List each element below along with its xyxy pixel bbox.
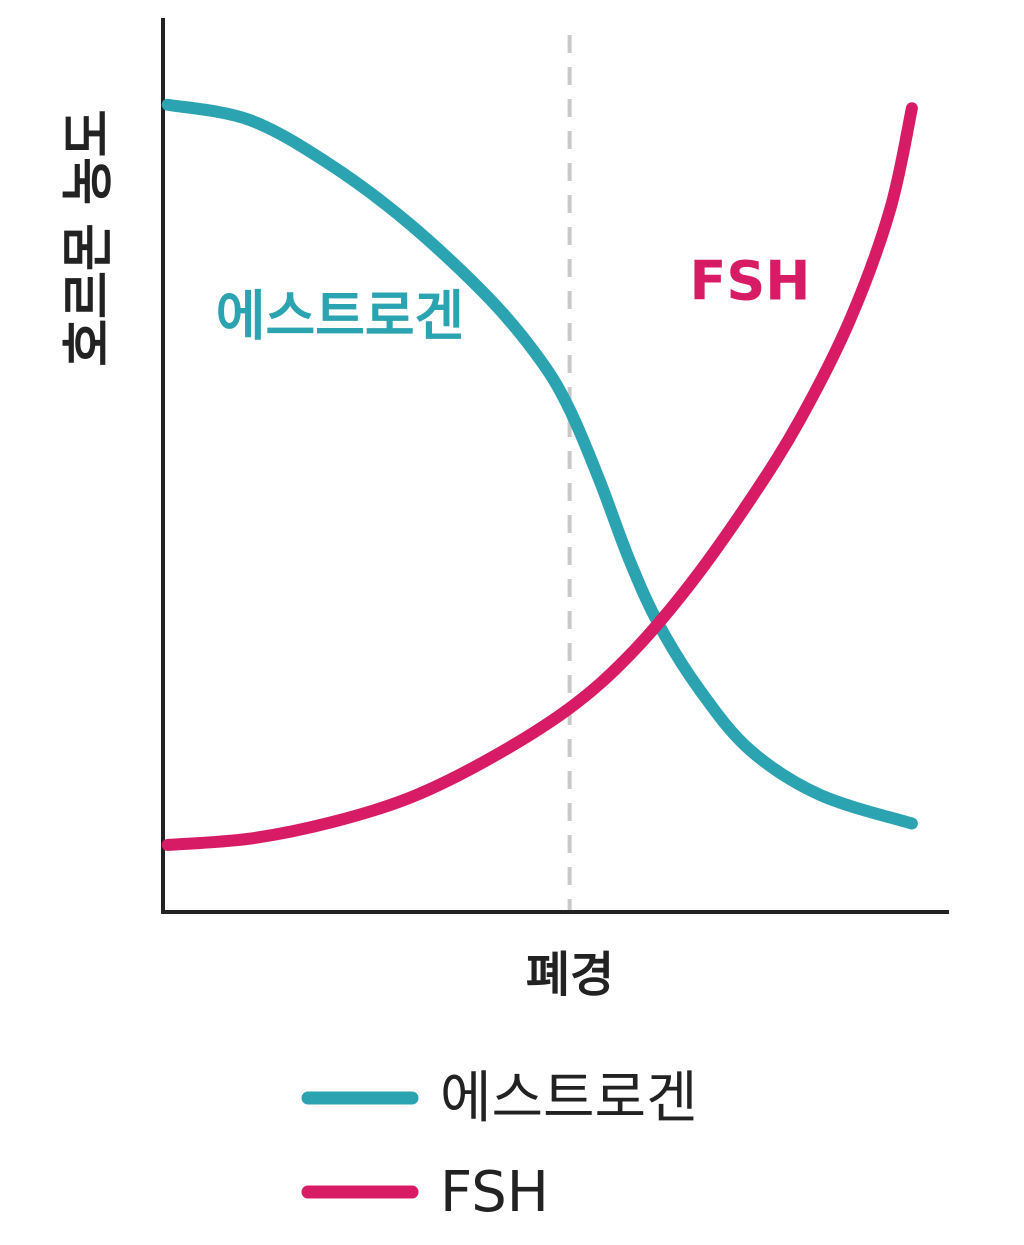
legend-label: FSH	[440, 1160, 549, 1225]
y-axis-label: 호르몬 농도	[59, 109, 119, 366]
legend-label: 에스트로겐	[440, 1066, 698, 1131]
x-axis-label: 폐경	[526, 947, 614, 1003]
series-line	[161, 98, 918, 830]
series-annotation: FSH	[690, 250, 811, 313]
series-annotation: 에스트로겐	[216, 285, 464, 348]
series-line	[161, 102, 918, 851]
